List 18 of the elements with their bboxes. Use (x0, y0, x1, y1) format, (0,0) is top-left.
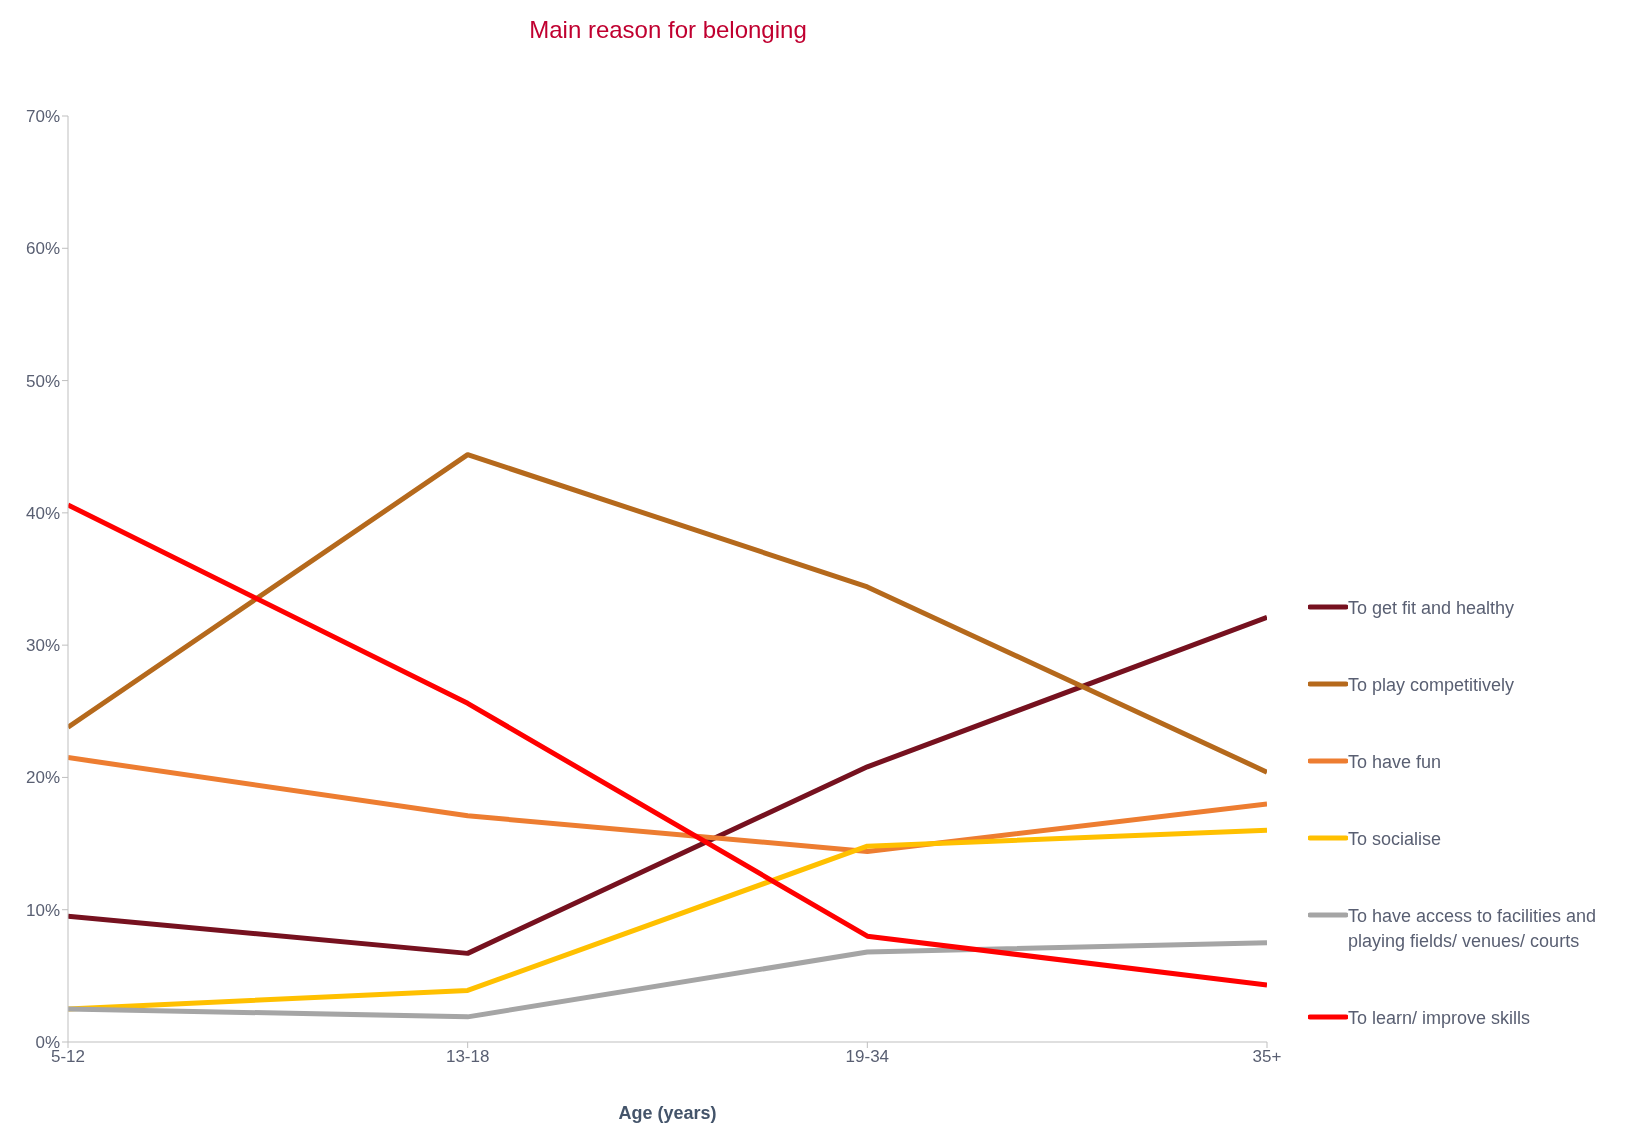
y-tick-label: 60% (25, 239, 60, 259)
x-tick-label: 19-34 (845, 1047, 890, 1067)
x-tick-label: 35+ (1252, 1047, 1282, 1067)
y-tick-label: 10% (25, 900, 60, 920)
legend-label: To have access to facilities and playing fields/ venues/ courts (1348, 905, 1598, 953)
legend-label: To play competitively (1348, 674, 1515, 697)
chart-title: Main reason for belonging (528, 16, 808, 44)
y-tick-label: 40% (25, 503, 60, 523)
y-tick-label: 30% (25, 636, 60, 656)
y-tick-label: 50% (25, 371, 60, 391)
legend-label: To socialise (1348, 828, 1442, 851)
legend-label: To get fit and healthy (1348, 597, 1515, 620)
y-tick-label: 70% (25, 107, 60, 127)
x-axis-title: Age (years) (618, 1103, 717, 1123)
legend-label: To have fun (1348, 751, 1442, 774)
y-tick-label: 20% (25, 768, 60, 788)
legend-label: To learn/ improve skills (1348, 1007, 1531, 1030)
x-tick-label: 13-18 (445, 1047, 490, 1067)
